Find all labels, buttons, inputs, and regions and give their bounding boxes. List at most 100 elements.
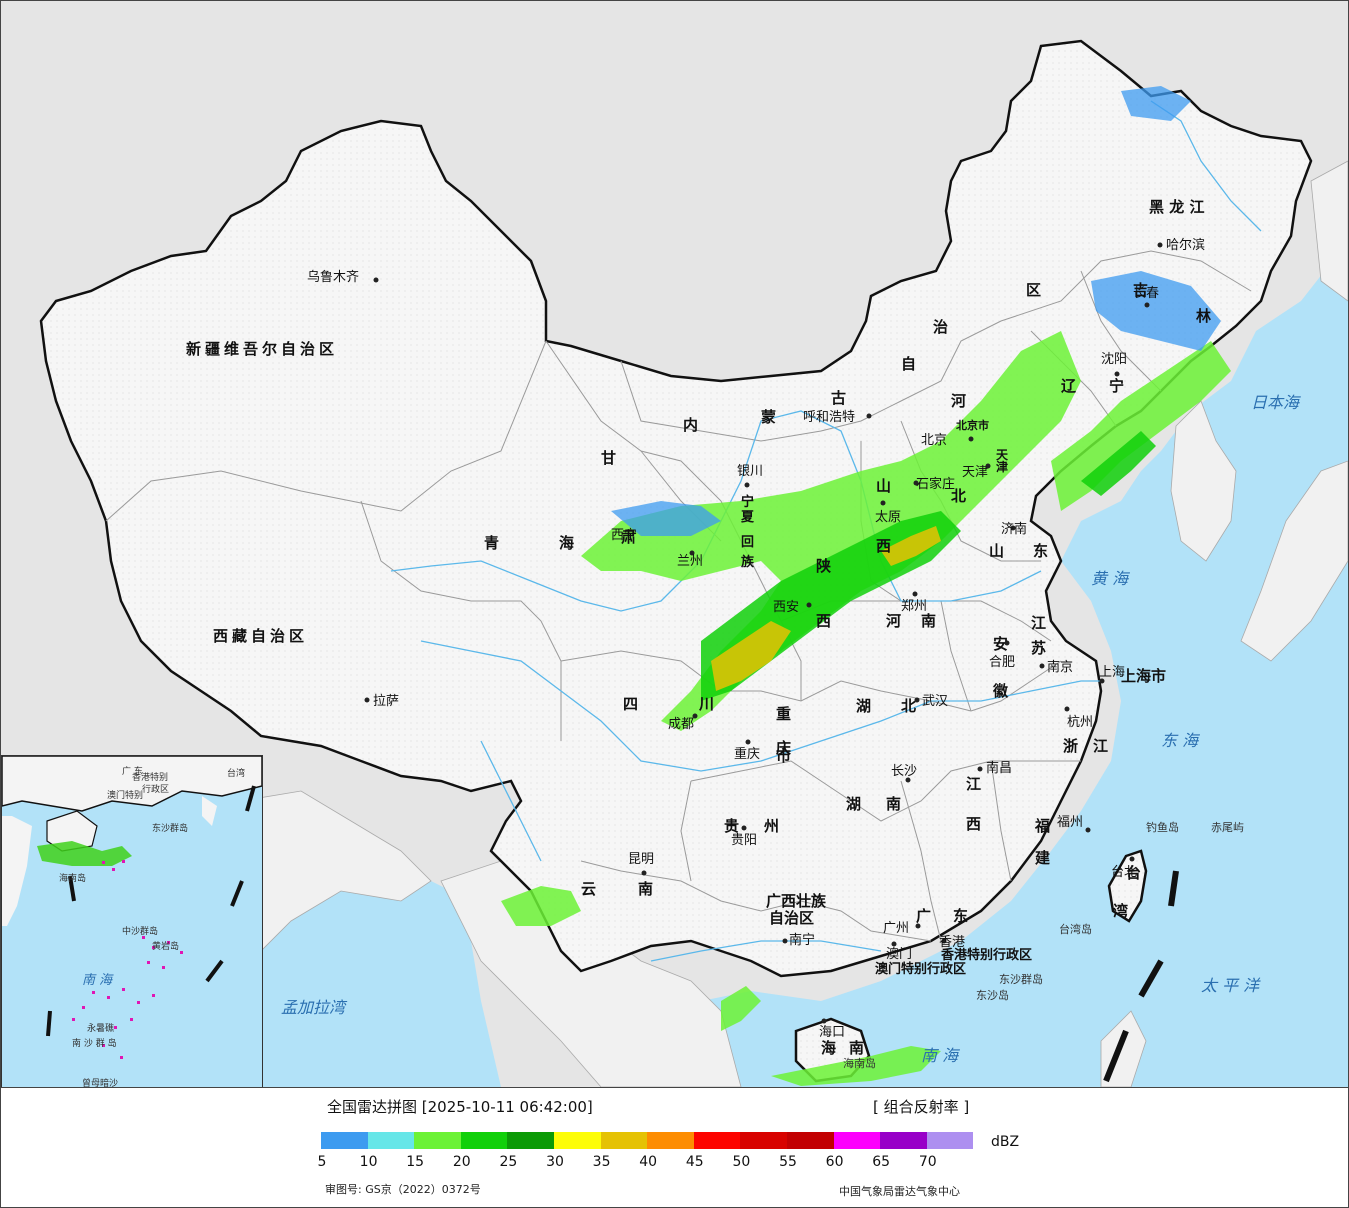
color-segment [786, 1132, 834, 1149]
province-label: 古 [831, 389, 846, 407]
province-label: 四 [623, 695, 638, 713]
province-label: 甘 [601, 449, 616, 467]
bay-of-bengal [241, 871, 501, 1087]
city-label: 长沙 [891, 764, 917, 779]
echo-guangxi-coast [721, 986, 761, 1031]
province-label: 贵 [724, 817, 739, 835]
city-marker [905, 777, 911, 783]
city-label: 乌鲁木齐 [307, 269, 359, 285]
sea-label: 日本海 [1251, 393, 1301, 412]
inset-label: 曾母暗沙 [82, 1077, 118, 1088]
province-label: 广 [916, 907, 931, 925]
province-label: 自治区 [769, 909, 814, 927]
province-label: 福 [1034, 817, 1050, 835]
province-label: 林 [1196, 307, 1212, 325]
province-label: 海 [821, 1039, 836, 1057]
province-label: 云 [581, 880, 596, 898]
tick-label: 40 [639, 1154, 658, 1170]
color-segment [833, 1132, 881, 1149]
city-label: 郑州 [901, 599, 927, 614]
province-label: 辽 [1061, 377, 1076, 395]
color-segment [414, 1132, 461, 1149]
tick-label: 35 [592, 1154, 611, 1170]
province-label: 北 [951, 487, 966, 505]
city-label: 石家庄 [916, 476, 955, 492]
province-label: 河 [886, 612, 901, 630]
city-marker [744, 482, 750, 488]
tick-label: 70 [918, 1154, 937, 1170]
city-label: 贵阳 [731, 833, 757, 848]
province-label: 湖 [856, 697, 871, 715]
city-label: 拉萨 [373, 694, 399, 709]
inset-label: 南 沙 群 岛 [72, 1037, 117, 1049]
city-label: 昆明 [628, 852, 654, 867]
province-label: 南 [849, 1039, 864, 1057]
city-marker [689, 550, 695, 556]
echo-southsea [771, 1046, 941, 1086]
tick-label: 65 [872, 1154, 891, 1170]
color-segment [321, 1132, 368, 1149]
province-label: 浙 [1063, 737, 1078, 755]
city-label: 海口 [819, 1025, 845, 1040]
province-label: 宁 [1109, 377, 1124, 395]
city-label: 长春 [1133, 286, 1159, 301]
city-label: 重庆 [734, 746, 760, 762]
province-label: 蒙 [761, 408, 776, 426]
province-label: 夏 [740, 510, 755, 525]
city-marker [915, 923, 921, 929]
tick-label: 50 [732, 1154, 751, 1170]
city-label: 台北 [1111, 865, 1137, 880]
echo-strong-2 [881, 526, 941, 566]
sea-label: 孟加拉湾 [281, 998, 348, 1017]
echo-heilongjiang [1121, 86, 1191, 121]
city-marker [941, 938, 947, 944]
color-scale-ticks: 5 10 15 20 25 30 35 40 45 50 55 60 65 70 [318, 1154, 981, 1172]
province-label: 西 [876, 537, 891, 555]
city-marker [913, 480, 919, 486]
map-area[interactable]: 新疆维吾尔自治区 西藏自治区青海甘肃内蒙古自治区黑 龙 江吉林辽宁河北山西山东陕西… [1, 1, 1348, 1088]
province-label: 建 [1035, 849, 1051, 867]
city-label: 呼和浩特 [803, 410, 855, 425]
inset-label: 东沙群岛 [152, 822, 188, 834]
echo-yunnan [501, 886, 581, 926]
map-labels: 新疆维吾尔自治区西藏自治区青 海甘肃内 蒙古自治区黑 龙 江吉林辽 宁河北山西山东陕西… [186, 198, 1301, 1070]
inset-label: 海南岛 [59, 872, 86, 884]
island-label: 海南岛 [843, 1056, 876, 1070]
province-label: 川 [698, 695, 714, 713]
city-label: 哈尔滨 [1166, 237, 1205, 253]
city-label: 香港 [939, 935, 965, 950]
tick-label: 30 [546, 1154, 564, 1170]
inset-label: 香港特别 [132, 771, 168, 783]
province-label: 澳门特别行政区 [875, 961, 966, 977]
province-label: 北京市 [956, 418, 989, 432]
island-label: 东沙群岛 [999, 972, 1043, 986]
legend-product: [ 组合反射率 ] [873, 1098, 970, 1116]
sea-label: 太 平 洋 [1201, 976, 1261, 995]
city-marker [373, 277, 379, 283]
city-marker [641, 870, 647, 876]
city-label: 西宁 [611, 527, 637, 543]
city-marker [866, 413, 872, 419]
island-label: 赤尾屿 [1211, 821, 1244, 834]
province-label: 南 [886, 795, 901, 813]
city-marker [745, 739, 751, 745]
province-label: 西 [816, 612, 831, 630]
province-label: 西 [966, 815, 981, 833]
province-label: 市 [776, 747, 791, 765]
province-label: 江 [1031, 614, 1046, 632]
city-label: 天津 [962, 465, 988, 480]
province-label: 重 [776, 705, 791, 723]
inset-label: 台湾 [227, 767, 245, 779]
sea-label: 黄 海 [1091, 569, 1130, 588]
province-label: 新疆维吾尔自治区 [186, 340, 338, 358]
city-marker [985, 463, 991, 469]
city-label: 福州 [1057, 815, 1083, 830]
city-marker [1039, 663, 1045, 669]
province-label: 上海市 [1121, 667, 1166, 685]
sea-label: 东 海 [1161, 731, 1200, 750]
sea-area [621, 241, 1348, 1087]
province-label: 内 [683, 416, 698, 434]
